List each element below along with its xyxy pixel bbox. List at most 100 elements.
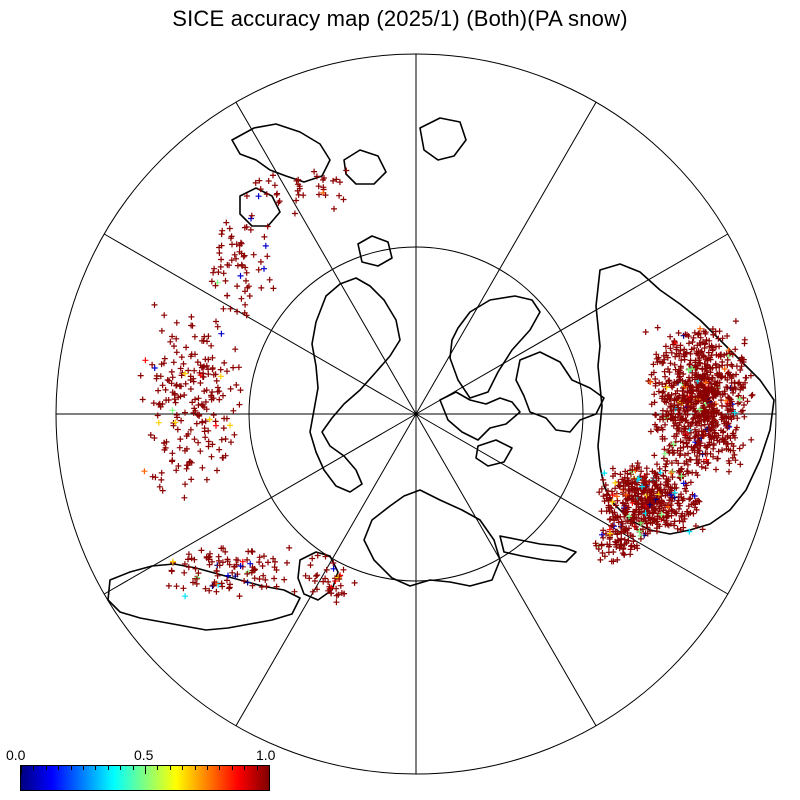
data-point <box>336 192 343 199</box>
data-point <box>185 551 192 558</box>
data-point <box>675 330 682 336</box>
data-point <box>237 239 244 246</box>
data-point <box>643 499 650 506</box>
data-point <box>623 480 630 487</box>
data-point <box>690 401 697 408</box>
data-point <box>242 264 249 271</box>
data-point <box>156 483 163 490</box>
data-point <box>199 418 206 425</box>
data-point <box>333 585 340 592</box>
data-point <box>161 355 168 362</box>
data-point <box>296 185 303 192</box>
data-point <box>209 583 216 589</box>
data-point <box>725 457 732 464</box>
data-point <box>620 486 627 493</box>
data-point <box>719 435 726 442</box>
data-point <box>670 382 677 389</box>
data-point <box>647 379 654 385</box>
data-point <box>644 524 651 531</box>
data-point <box>246 293 253 299</box>
data-point <box>213 422 219 429</box>
data-point <box>724 333 731 339</box>
data-point <box>173 381 180 388</box>
data-point <box>194 359 201 366</box>
data-point <box>682 380 689 387</box>
data-point <box>224 261 231 268</box>
data-point <box>227 422 233 429</box>
data-point <box>725 369 732 376</box>
data-point <box>693 362 699 369</box>
data-point <box>248 212 255 219</box>
data-point <box>151 301 158 308</box>
data-point <box>624 530 631 536</box>
data-point <box>690 334 697 341</box>
data-point <box>625 537 632 544</box>
data-point <box>322 575 329 582</box>
data-point <box>150 400 157 407</box>
data-point <box>155 419 162 426</box>
data-point <box>684 419 691 426</box>
data-point <box>681 452 688 459</box>
data-point <box>175 394 182 401</box>
data-point <box>307 562 314 569</box>
data-point <box>670 341 677 348</box>
data-point <box>330 560 337 566</box>
data-point <box>696 359 703 366</box>
data-point <box>191 436 198 443</box>
data-point <box>252 179 259 186</box>
data-point <box>215 269 222 276</box>
data-point <box>667 345 674 352</box>
data-point <box>675 394 682 401</box>
data-point <box>313 173 320 180</box>
data-point <box>270 172 276 179</box>
data-point <box>666 369 673 376</box>
meridian-line <box>415 233 729 415</box>
data-point <box>719 414 726 421</box>
data-point <box>249 582 256 589</box>
data-point <box>314 552 321 559</box>
data-point <box>662 521 669 528</box>
data-point <box>731 409 738 416</box>
data-point <box>199 464 206 471</box>
data-point <box>606 536 613 542</box>
data-point <box>311 578 318 584</box>
data-point <box>191 367 198 374</box>
coastline-north-america-east <box>595 263 775 535</box>
data-point <box>236 593 243 600</box>
data-point <box>707 369 714 376</box>
data-point <box>662 463 669 470</box>
data-point <box>286 544 293 551</box>
data-point <box>741 413 748 420</box>
data-point <box>657 481 664 488</box>
data-point <box>693 431 700 437</box>
data-point <box>259 563 266 569</box>
data-point <box>697 413 704 420</box>
data-point <box>233 382 240 388</box>
data-point <box>710 445 717 452</box>
data-point <box>238 295 245 302</box>
data-point <box>698 382 705 389</box>
data-point <box>220 454 227 461</box>
data-point <box>237 272 244 279</box>
data-point <box>167 338 174 345</box>
data-point <box>694 331 701 338</box>
data-point <box>210 412 217 418</box>
data-point <box>719 447 726 454</box>
data-point <box>720 391 726 397</box>
data-point <box>655 510 662 517</box>
data-point <box>654 324 661 331</box>
data-point <box>209 366 216 373</box>
data-point <box>185 564 192 571</box>
data-point <box>719 373 726 380</box>
data-point <box>600 534 607 541</box>
coastline-scandinavia <box>231 123 331 183</box>
data-point <box>666 497 673 504</box>
data-point <box>190 409 197 416</box>
data-point <box>707 354 713 361</box>
data-point <box>740 394 747 401</box>
data-point <box>617 471 624 478</box>
data-point <box>155 387 162 394</box>
data-point <box>663 399 670 406</box>
data-point <box>174 414 181 421</box>
data-point <box>657 500 664 507</box>
